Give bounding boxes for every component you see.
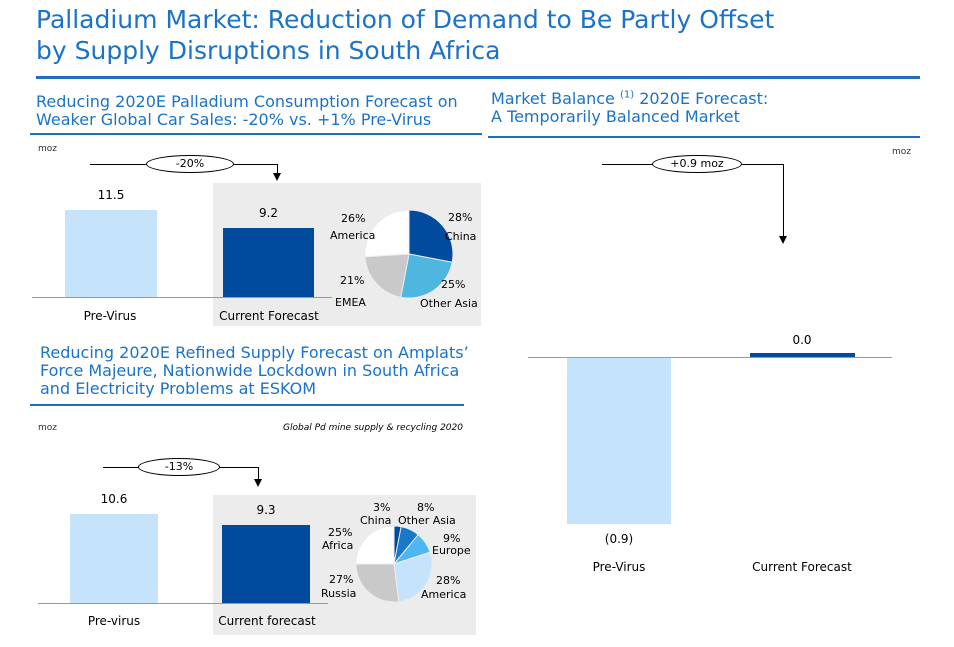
chart1-title-line1: Reducing 2020E Palladium Consumption For…	[36, 92, 458, 111]
chart3-category-current-forecast: Current Forecast	[752, 560, 852, 574]
pie-slice-other-asia	[400, 253, 453, 298]
chart1-title-line2: Weaker Global Car Sales: -20% vs. +1% Pr…	[36, 110, 432, 129]
title-rule	[36, 76, 920, 79]
chart2-pie-russia-label: Russia	[321, 587, 357, 600]
chart2-pie-america-pct: 28%	[436, 574, 461, 587]
chart3-title-footnote: (1)	[619, 89, 635, 101]
pie-slice-russia	[356, 563, 400, 602]
page-title: Palladium Market: Reduction of Demand to…	[36, 4, 936, 66]
chart2-bar-current-forecast	[222, 524, 310, 603]
chart2-pie-africa-label: Africa	[322, 539, 354, 552]
chart1-pie-america-label: America	[330, 229, 376, 242]
chart2-title-line2: Force Majeure, Nationwide Lockdown in So…	[40, 361, 460, 380]
chart1-value-pre-virus: 11.5	[97, 188, 125, 203]
chart2-pie-america-label: America	[421, 588, 467, 601]
chart3-unit: moz	[892, 147, 911, 157]
chart1-category-pre-virus: Pre-Virus	[83, 309, 137, 323]
chart1-category-current-forecast: Current Forecast	[219, 309, 319, 323]
chart1-value-current-forecast: 9.2	[258, 205, 279, 220]
chart2-bar-pre-virus	[70, 513, 158, 603]
chart1-pie-china-label: China	[445, 230, 477, 243]
chart3-bar-current-forecast	[750, 353, 855, 357]
chart2-pie-europe-label: Europe	[432, 544, 471, 557]
chart3-title-pre: Market Balance	[491, 89, 620, 108]
chart1-bar-pre-virus	[65, 210, 157, 297]
chart2-pie-russia-pct: 27%	[329, 573, 354, 586]
chart2-value-pre-virus: 10.6	[100, 491, 128, 506]
chart3-title: Market Balance (1) 2020E Forecast: A Tem…	[491, 90, 921, 126]
chart1-pie-emea-pct: 21%	[340, 274, 365, 287]
chart1-unit: moz	[38, 144, 57, 154]
chart3-value-pre-virus: (0.9)	[604, 531, 634, 546]
chart3-title-line1: Market Balance (1) 2020E Forecast:	[491, 90, 921, 108]
chart2-rule	[30, 404, 464, 406]
chart2-category-current-forecast: Current forecast	[218, 614, 316, 628]
chart3-change-drop	[783, 164, 784, 237]
page-title-line1: Palladium Market: Reduction of Demand to…	[36, 5, 775, 34]
chart1-pie-other-asia-pct: 25%	[441, 278, 466, 291]
chart2-pie-africa-pct: 25%	[328, 526, 353, 539]
chart1-baseline	[32, 297, 332, 298]
pie-slice-china	[408, 210, 453, 263]
chart2-change-drop	[258, 467, 259, 480]
chart2-category-pre-virus: Pre-virus	[87, 614, 141, 628]
chart1-title: Reducing 2020E Palladium Consumption For…	[36, 93, 486, 129]
chart3-rule	[488, 136, 920, 138]
chart2-source-note: Global Pd mine supply & recycling 2020	[283, 423, 463, 433]
chart1-rule	[30, 133, 482, 135]
chart2-pie-europe-pct: 9%	[443, 532, 461, 545]
chart2-value-current-forecast: 9.3	[256, 502, 276, 517]
chart2-title: Reducing 2020E Refined Supply Forecast o…	[40, 344, 490, 398]
pie-slice-america	[365, 210, 410, 258]
pie-slice-america	[393, 551, 432, 602]
chart3-bar-pre-virus	[567, 357, 671, 524]
chart2-title-line3: and Electricity Problems at ESKOM	[40, 379, 317, 398]
chart2-change-label: -13%	[138, 458, 220, 476]
chart1-pie-america-pct: 26%	[341, 212, 366, 225]
chart1-pie-other-asia-label: Other Asia	[420, 297, 478, 310]
chart1-pie	[365, 210, 453, 298]
chart1-change-drop	[277, 164, 278, 174]
chart3-value-current-forecast: 0.0	[792, 333, 812, 347]
chart1-change-label: -20%	[146, 155, 234, 173]
chart2-arrow-icon	[254, 479, 262, 487]
chart3-category-pre-virus: Pre-Virus	[592, 560, 646, 574]
chart3-arrow-icon	[779, 236, 787, 244]
pie-slice-emea	[365, 253, 410, 298]
chart3-title-line2: A Temporarily Balanced Market	[491, 107, 740, 126]
pie-slice-africa	[356, 526, 395, 565]
chart2-title-line1: Reducing 2020E Refined Supply Forecast o…	[40, 343, 469, 362]
chart2-baseline	[38, 603, 328, 604]
page-title-line2: by Supply Disruptions in South Africa	[36, 36, 501, 65]
chart3-change-label: +0.9 moz	[652, 155, 742, 173]
chart1-arrow-icon	[273, 173, 281, 181]
chart2-pie	[356, 526, 432, 602]
chart2-unit: moz	[38, 423, 57, 433]
chart1-bar-current-forecast	[223, 227, 314, 297]
chart1-pie-emea-label: EMEA	[335, 296, 366, 309]
chart1-pie-china-pct: 28%	[448, 211, 473, 224]
chart2-pie-other-asia-pct: 8%	[417, 501, 435, 514]
chart2-pie-china-label: China	[360, 514, 392, 527]
chart2-pie-china-pct: 3%	[373, 501, 391, 514]
chart3-title-post: 2020E Forecast:	[634, 89, 769, 108]
chart3-baseline	[528, 357, 892, 358]
chart2-pie-other-asia-label: Other Asia	[398, 514, 456, 527]
